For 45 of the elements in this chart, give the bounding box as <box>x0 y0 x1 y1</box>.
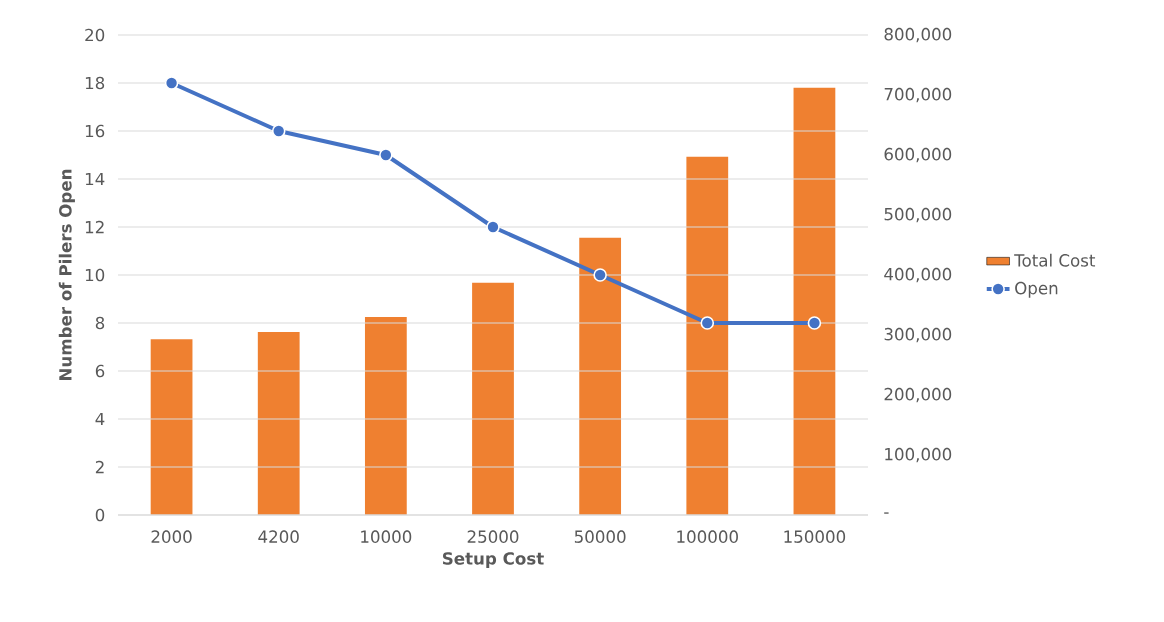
legend-label: Open <box>1015 281 1058 298</box>
y2-tick-label: 100,000 <box>885 447 952 463</box>
y-tick-label: 0 <box>95 508 105 522</box>
y-tick-label: 2 <box>95 460 104 474</box>
y-tick-label: 4 <box>95 412 105 426</box>
point <box>271 124 286 138</box>
point <box>807 316 822 330</box>
y2-tick-label: 200,000 <box>884 387 952 403</box>
y2-tick-label: 600,000 <box>884 147 952 163</box>
y2-tick-label: 800,000 <box>884 27 952 43</box>
x-axis-title: Setup Cost <box>442 552 544 568</box>
y-tick-label: 16 <box>85 124 105 138</box>
x-tick-label: 4200 <box>258 530 299 543</box>
y2-tick-label: 700,000 <box>884 87 952 103</box>
bar <box>686 156 729 515</box>
point <box>593 268 607 282</box>
point <box>379 148 393 162</box>
bar <box>472 282 514 515</box>
y2-tick-label: - <box>884 512 889 514</box>
point <box>700 316 715 330</box>
bar <box>150 339 193 515</box>
y-tick-label: 14 <box>85 172 105 186</box>
y-tick-label: 10 <box>85 268 105 282</box>
bar <box>364 317 407 515</box>
point <box>164 76 179 90</box>
bar <box>579 237 622 515</box>
x-tick-label: 50000 <box>574 530 626 543</box>
x-tick-label: 2000 <box>151 530 192 543</box>
y2-tick-label: 500,000 <box>884 207 952 223</box>
point <box>486 220 500 234</box>
bar <box>793 87 836 515</box>
x-tick-label: 100000 <box>677 530 738 543</box>
y-tick-label: 20 <box>85 28 105 42</box>
x-tick-label: 10000 <box>361 530 412 543</box>
y-tick-label: 8 <box>95 316 105 330</box>
x-tick-label: 25000 <box>467 530 519 543</box>
x-tick-label: 150000 <box>784 530 846 543</box>
y-tick-label: 18 <box>85 76 105 90</box>
legend-label: Total Cost <box>1014 253 1096 267</box>
y-tick-label: 12 <box>85 220 104 234</box>
y2-tick-label: 400,000 <box>884 267 952 283</box>
bar <box>257 332 300 515</box>
y2-tick-label: 300,000 <box>884 327 952 343</box>
y-tick-label: 6 <box>95 364 105 378</box>
y-axis-title: Number of Pilers Open <box>58 169 75 381</box>
